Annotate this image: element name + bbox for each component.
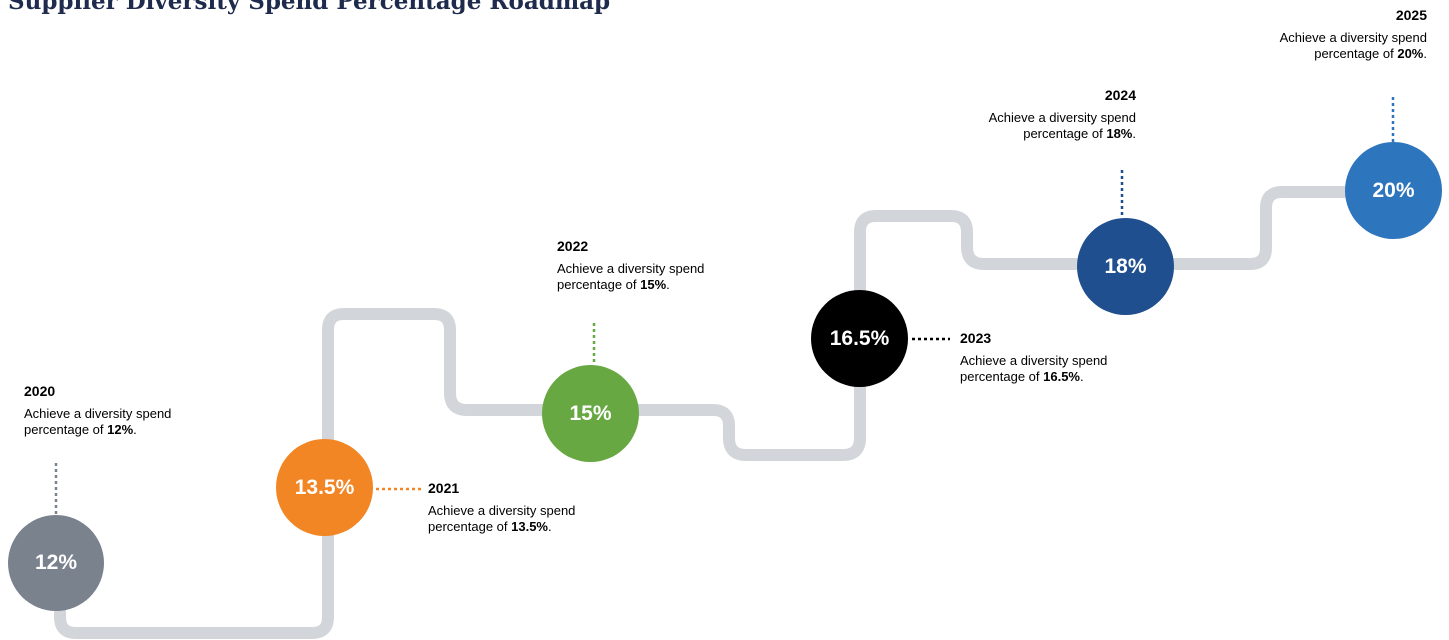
milestone-2023-circle: 16.5% xyxy=(811,290,908,387)
milestone-2020-circle: 12% xyxy=(8,515,104,611)
milestone-year: 2021 xyxy=(428,480,460,496)
milestone-year: 2023 xyxy=(960,330,992,346)
milestone-year: 2024 xyxy=(1104,87,1136,103)
milestone-2024-circle: 18% xyxy=(1077,218,1174,315)
milestone-2022-note: 2022 Achieve a diversity spend percentag… xyxy=(557,238,717,293)
milestone-2021-note: 2021 Achieve a diversity spend percentag… xyxy=(428,480,588,535)
milestone-year: 2025 xyxy=(1395,7,1427,23)
milestone-2024-note: 2024 Achieve a diversity spend percentag… xyxy=(976,87,1136,142)
milestone-2025-note: 2025 Achieve a diversity spend percentag… xyxy=(1267,7,1427,62)
milestone-2022-circle: 15% xyxy=(542,365,639,462)
milestone-2025-circle: 20% xyxy=(1345,142,1442,239)
roadmap-road xyxy=(54,186,1401,639)
page-title: Supplier Diversity Spend Percentage Road… xyxy=(8,0,611,15)
milestone-year: 2020 xyxy=(24,383,56,399)
milestone-2023-note: 2023 Achieve a diversity spend percentag… xyxy=(960,330,1120,385)
milestone-2020-note: 2020 Achieve a diversity spend percentag… xyxy=(24,383,184,438)
milestone-2021-circle: 13.5% xyxy=(276,439,373,536)
milestone-year: 2022 xyxy=(557,238,589,254)
